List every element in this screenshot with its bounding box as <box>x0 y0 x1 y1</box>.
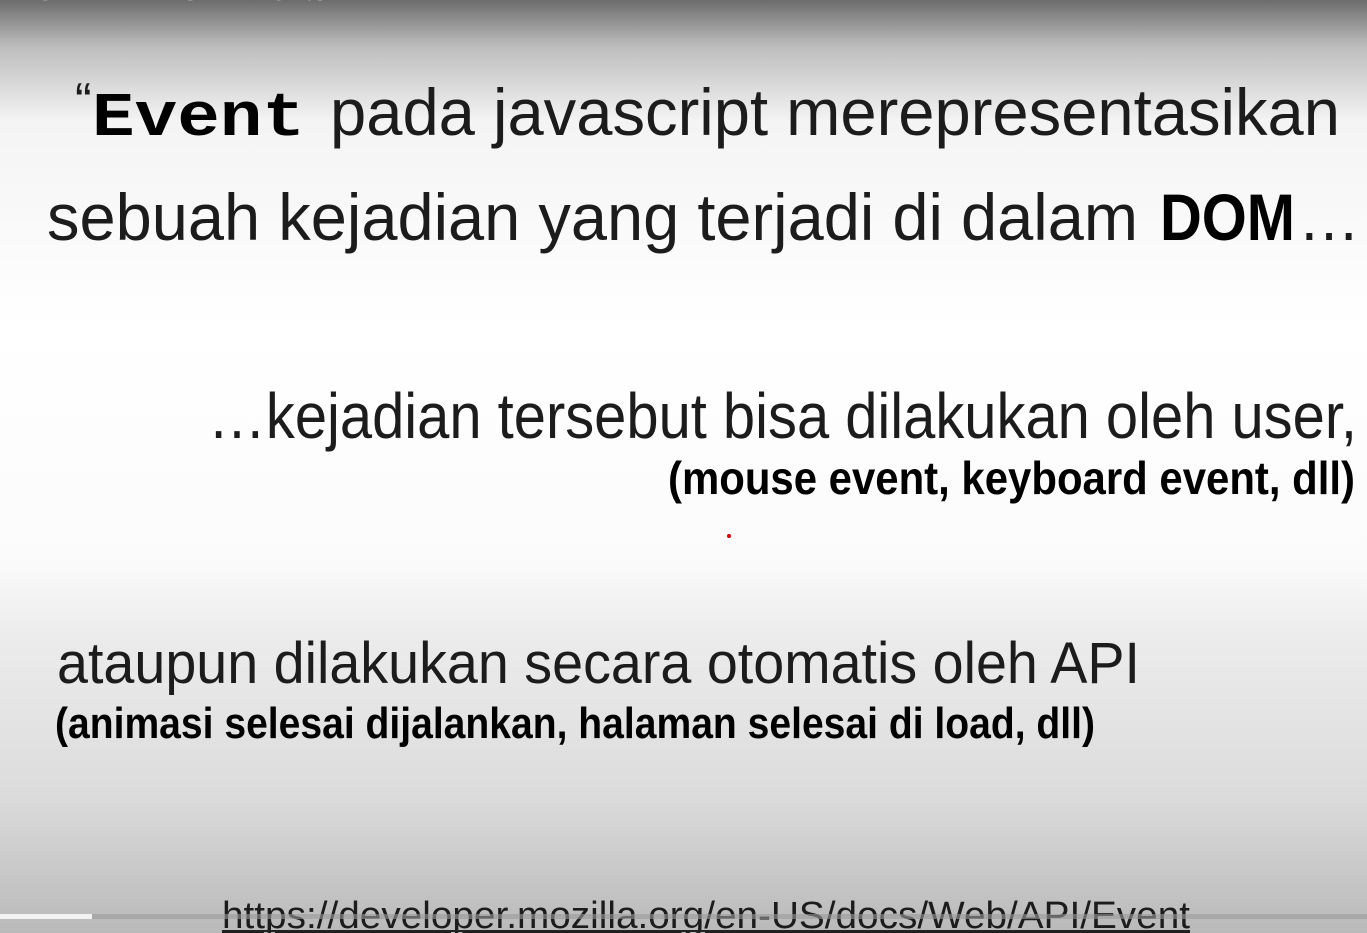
video-title: DOM #7 – DOM Events <box>12 0 327 7</box>
slide-text: …kejadian tersebut bisa dilakukan oleh u… <box>208 380 1357 452</box>
slide-text: pada javascript merepresentasikan <box>330 75 1340 149</box>
progress-track[interactable] <box>0 914 1367 919</box>
ellipsis: … <box>1298 180 1360 254</box>
emphasis-word: DOM <box>1160 180 1295 254</box>
cursor-dot <box>727 534 731 538</box>
emphasis-word: Event <box>92 83 305 154</box>
progress-played <box>0 914 92 919</box>
slide-text: sebuah kejadian yang terjadi di dalam <box>47 180 1138 254</box>
slide-subtext: (animasi selesai dijalankan, halaman sel… <box>55 699 1095 748</box>
slide-subtext: (mouse event, keyboard event, dll) <box>668 452 1355 504</box>
slide-text: ataupun dilakukan secara otomatis oleh A… <box>57 631 1140 696</box>
quote-mark: “ <box>75 73 92 129</box>
